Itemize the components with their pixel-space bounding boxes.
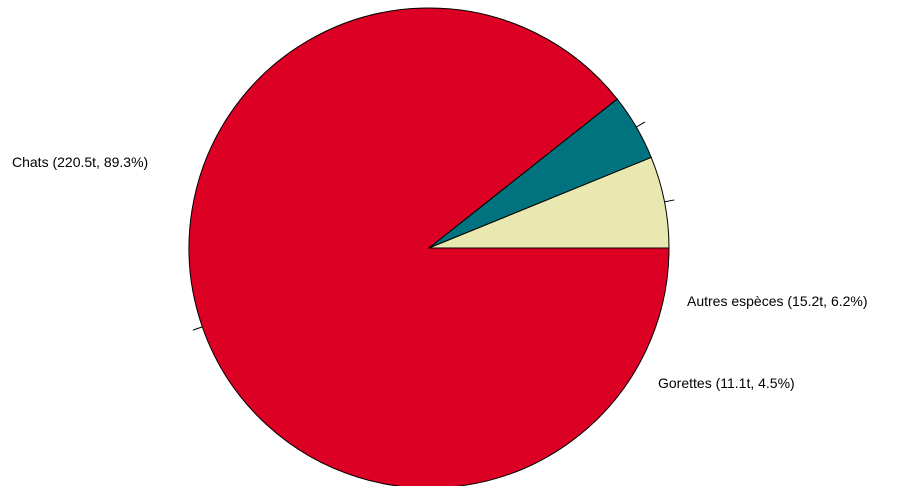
labels-layer: Chats (220.5t, 89.3%) Gorettes (11.1t, 4…: [12, 121, 868, 391]
leader-line-chats: [192, 326, 203, 331]
slice-label-gorettes: Gorettes (11.1t, 4.5%): [658, 375, 795, 391]
slice-label-chats: Chats (220.5t, 89.3%): [12, 154, 148, 170]
slice-chats: [188, 7, 670, 486]
leader-line-autres-especes: [664, 199, 675, 203]
leader-line-gorettes: [636, 121, 646, 128]
slice-label-autres-especes: Autres espèces (15.2t, 6.2%): [687, 293, 868, 309]
slices-layer: [188, 7, 670, 486]
